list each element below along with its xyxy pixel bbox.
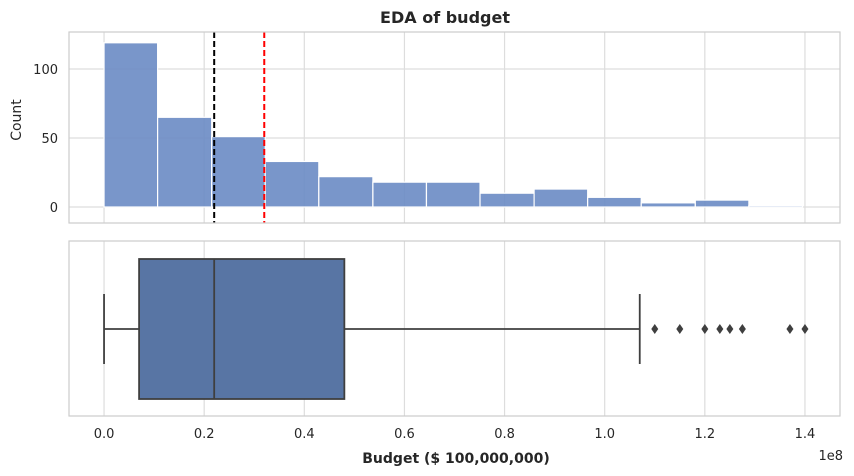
x-tick-label: 0.2 xyxy=(194,427,215,442)
histogram-bar xyxy=(425,181,481,208)
outlier-point xyxy=(676,324,684,334)
histogram-bar xyxy=(318,176,374,208)
y-tick-label: 0 xyxy=(50,201,58,216)
outlier-point xyxy=(786,324,794,334)
histogram-bar xyxy=(211,136,266,208)
x-tick-label: 1.0 xyxy=(594,427,615,442)
boxplot-outliers xyxy=(651,324,809,334)
histogram-bars xyxy=(103,42,804,208)
boxplot-x-ticks: 0.0 0.2 0.4 0.6 0.8 1.0 1.2 1.4 xyxy=(94,427,816,442)
histogram-bar xyxy=(479,192,535,208)
x-tick-label: 1.4 xyxy=(795,427,816,442)
boxplot-frame xyxy=(68,240,841,417)
histogram-y-axis-label: Count xyxy=(9,99,25,141)
x-tick-label: 0.4 xyxy=(294,427,315,442)
chart-title: EDA of budget xyxy=(380,8,510,27)
boxplot-body xyxy=(103,258,641,400)
histogram-bar xyxy=(748,205,804,208)
histogram-bar xyxy=(264,160,320,208)
histogram-bar xyxy=(533,188,589,208)
histogram-bar xyxy=(103,42,159,208)
boxplot-x-axis-label: Budget ($ 100,000,000) xyxy=(362,451,549,467)
x-tick-label: 0.8 xyxy=(494,427,515,442)
outlier-point xyxy=(726,324,734,334)
histogram-panel: 0 50 100 EDA of budget Count xyxy=(9,8,841,224)
x-axis-scale-label: 1e8 xyxy=(818,449,843,464)
histogram-bar xyxy=(640,202,696,208)
x-tick-label: 0.6 xyxy=(394,427,415,442)
outlier-point xyxy=(651,324,659,334)
histogram-bar xyxy=(587,196,642,208)
histogram-y-ticks: 0 50 100 xyxy=(33,63,58,216)
histogram-bar xyxy=(157,116,213,208)
histogram-reference-lines xyxy=(213,32,266,223)
y-tick-label: 50 xyxy=(41,132,58,147)
outlier-point xyxy=(801,324,809,334)
outlier-point xyxy=(716,324,724,334)
histogram-bar xyxy=(372,181,428,208)
outlier-point xyxy=(738,324,746,334)
x-tick-label: 1.2 xyxy=(694,427,715,442)
y-tick-label: 100 xyxy=(33,63,58,78)
histogram-frame xyxy=(68,31,841,224)
boxplot-panel: 0.0 0.2 0.4 0.6 0.8 1.0 1.2 1.4 Budget ($ 100,0… xyxy=(68,240,843,467)
iqr-box xyxy=(138,258,346,400)
x-tick-label: 0.0 xyxy=(94,427,115,442)
outlier-point xyxy=(701,324,709,334)
histogram-bar xyxy=(694,199,750,208)
